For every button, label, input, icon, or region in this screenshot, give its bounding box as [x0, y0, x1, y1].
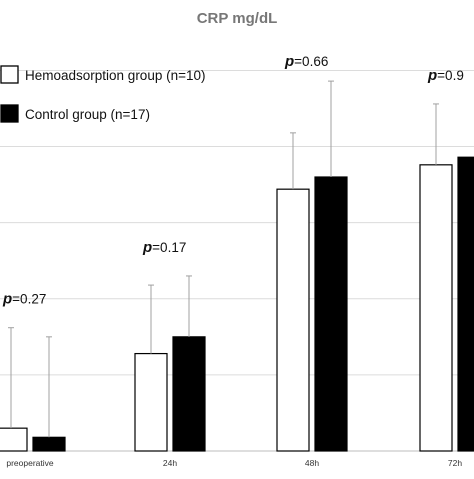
- bar-hemoadsorption-24h: [134, 352, 168, 452]
- p-value-label: p=0.27: [2, 291, 46, 308]
- legend-label-hemoadsorption: Hemoadsorption group (n=10): [25, 68, 205, 83]
- bar-hemoadsorption-preoperative: [0, 427, 28, 452]
- bar-control-48h: [314, 176, 348, 452]
- legend: Hemoadsorption group (n=10) Control grou…: [0, 65, 205, 123]
- labels-layer: preoperative p=0.27 24h p=0.17 48h p=0.66 72h p…: [2, 53, 464, 468]
- bar-control-72h: [457, 156, 474, 452]
- x-tick-label: preoperative: [6, 458, 54, 468]
- error-bars-layer: [8, 80, 439, 438]
- bar-hemoadsorption-48h: [276, 188, 310, 452]
- chart-title: CRP mg/dL: [197, 10, 278, 27]
- bar-control-24h: [172, 336, 206, 452]
- bars-layer: [0, 156, 474, 452]
- bar-control-preoperative: [32, 436, 66, 452]
- bar-hemoadsorption-72h: [419, 164, 453, 452]
- x-tick-label: 48h: [305, 458, 319, 468]
- p-value-label: p=0.66: [284, 53, 328, 70]
- legend-swatch-control: [0, 104, 19, 123]
- p-value-label: p=0.17: [142, 239, 186, 256]
- x-tick-label: 72h: [448, 458, 462, 468]
- legend-swatch-hemoadsorption: [0, 65, 19, 84]
- legend-label-control: Control group (n=17): [25, 107, 150, 122]
- p-value-label: p=0.9: [427, 67, 464, 84]
- x-tick-label: 24h: [163, 458, 177, 468]
- grid-layer: [0, 69, 474, 452]
